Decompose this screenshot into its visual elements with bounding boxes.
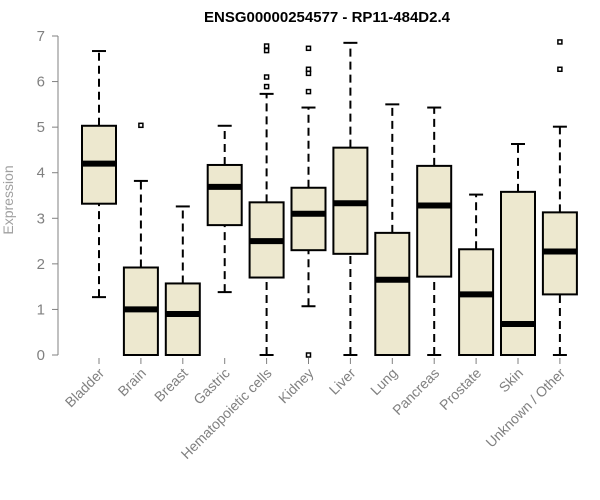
outlier-point [263, 83, 270, 90]
outlier-point [263, 43, 270, 49]
x-tick-label: Breast [151, 365, 191, 405]
box-skin [500, 143, 536, 356]
box-gastric [206, 124, 243, 294]
outlier-point [305, 88, 312, 95]
y-tick-label: 0 [37, 347, 45, 364]
x-tick-label: Lung [367, 365, 400, 398]
y-tick-label: 1 [37, 301, 45, 318]
outlier-point [305, 45, 312, 52]
outlier-point [305, 352, 312, 358]
box-breast [164, 205, 201, 356]
box-liver [332, 41, 369, 356]
y-axis-ticks: 0 1 2 3 4 5 6 7 [37, 28, 58, 364]
iqr-box [164, 282, 201, 356]
box-hematopoietic-cells [248, 43, 285, 356]
iqr-box [290, 186, 327, 252]
outlier-point [263, 47, 270, 54]
x-tick-label: Kidney [275, 365, 317, 407]
outlier-point [305, 66, 312, 73]
y-tick-label: 4 [37, 165, 45, 182]
x-tick-label: Prostate [436, 365, 484, 413]
y-tick-label: 3 [37, 210, 45, 227]
outlier-point [557, 66, 563, 73]
x-tick-label: Pancreas [389, 365, 442, 418]
outlier-point [138, 122, 144, 129]
iqr-box [416, 164, 453, 278]
x-tick-label: Liver [326, 365, 359, 398]
box-prostate [458, 193, 495, 357]
y-axis-label: Expression [0, 165, 16, 234]
outlier-point [557, 39, 563, 45]
box-pancreas [416, 106, 453, 356]
outlier-point [263, 74, 270, 80]
iqr-box [206, 163, 243, 227]
x-tick-label: Unknown / Other [482, 365, 568, 451]
y-tick-label: 5 [37, 119, 45, 136]
x-tick-label: Brain [115, 365, 149, 399]
box-series [81, 39, 578, 358]
y-tick-label: 2 [37, 256, 45, 273]
chart-title: ENSG00000254577 - RP11-484D2.4 [204, 9, 451, 26]
x-tick-label: Bladder [62, 365, 108, 411]
y-tick-label: 6 [37, 74, 45, 91]
iqr-box [458, 248, 495, 357]
x-tick-label: Skin [496, 365, 527, 396]
iqr-box [374, 231, 411, 357]
box-bladder [81, 50, 117, 299]
y-tick-label: 7 [37, 28, 45, 45]
box-brain [122, 122, 159, 357]
box-lung [374, 103, 411, 357]
box-kidney [290, 45, 327, 358]
iqr-box [500, 190, 536, 356]
box-unknown-other [541, 39, 578, 356]
